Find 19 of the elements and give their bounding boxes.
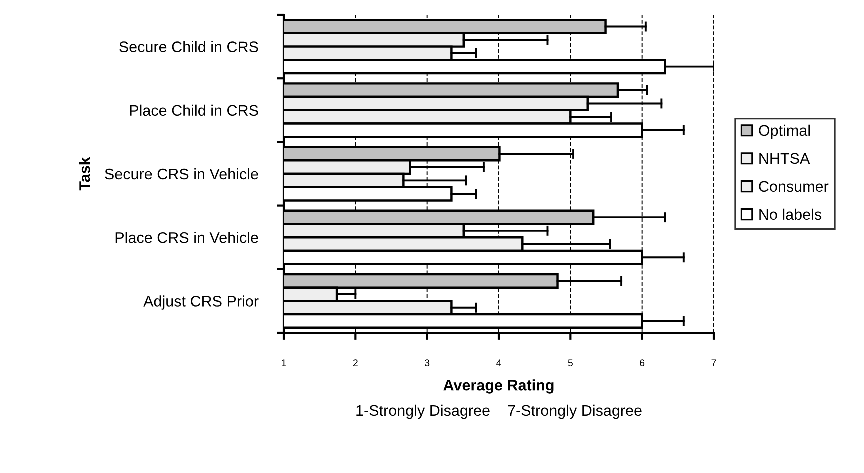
- x-tick-label: 3: [425, 360, 430, 367]
- x-tick-label: 7: [712, 360, 716, 366]
- legend-label: Optimal: [759, 124, 810, 140]
- y-tick-label: Place CRS in Vehicle: [116, 232, 258, 244]
- legend-label: Consumer: [759, 181, 829, 192]
- x-tick-label: 2: [353, 360, 358, 366]
- y-tick-label: Secure CRS in Vehicle: [105, 168, 258, 180]
- y-axis-title: Task: [79, 157, 90, 191]
- x-tick-label: 6: [640, 360, 645, 367]
- y-tick-label: Secure Child in CRS: [120, 41, 258, 52]
- legend-label: NHTSA: [760, 153, 810, 164]
- x-tick-label: 1: [282, 360, 286, 366]
- legend-label: No labels: [760, 208, 822, 220]
- y-tick-label: Place Child in CRS: [130, 104, 258, 116]
- x-tick-label: 5: [568, 360, 573, 367]
- x-tick-label: 4: [496, 360, 502, 366]
- text: 1-Strongly Disagree 7-Strongly Disagree: [356, 404, 642, 420]
- x-axis-title: Average Rating: [444, 380, 554, 394]
- y-tick-label: Adjust CRS Prior: [144, 296, 259, 310]
